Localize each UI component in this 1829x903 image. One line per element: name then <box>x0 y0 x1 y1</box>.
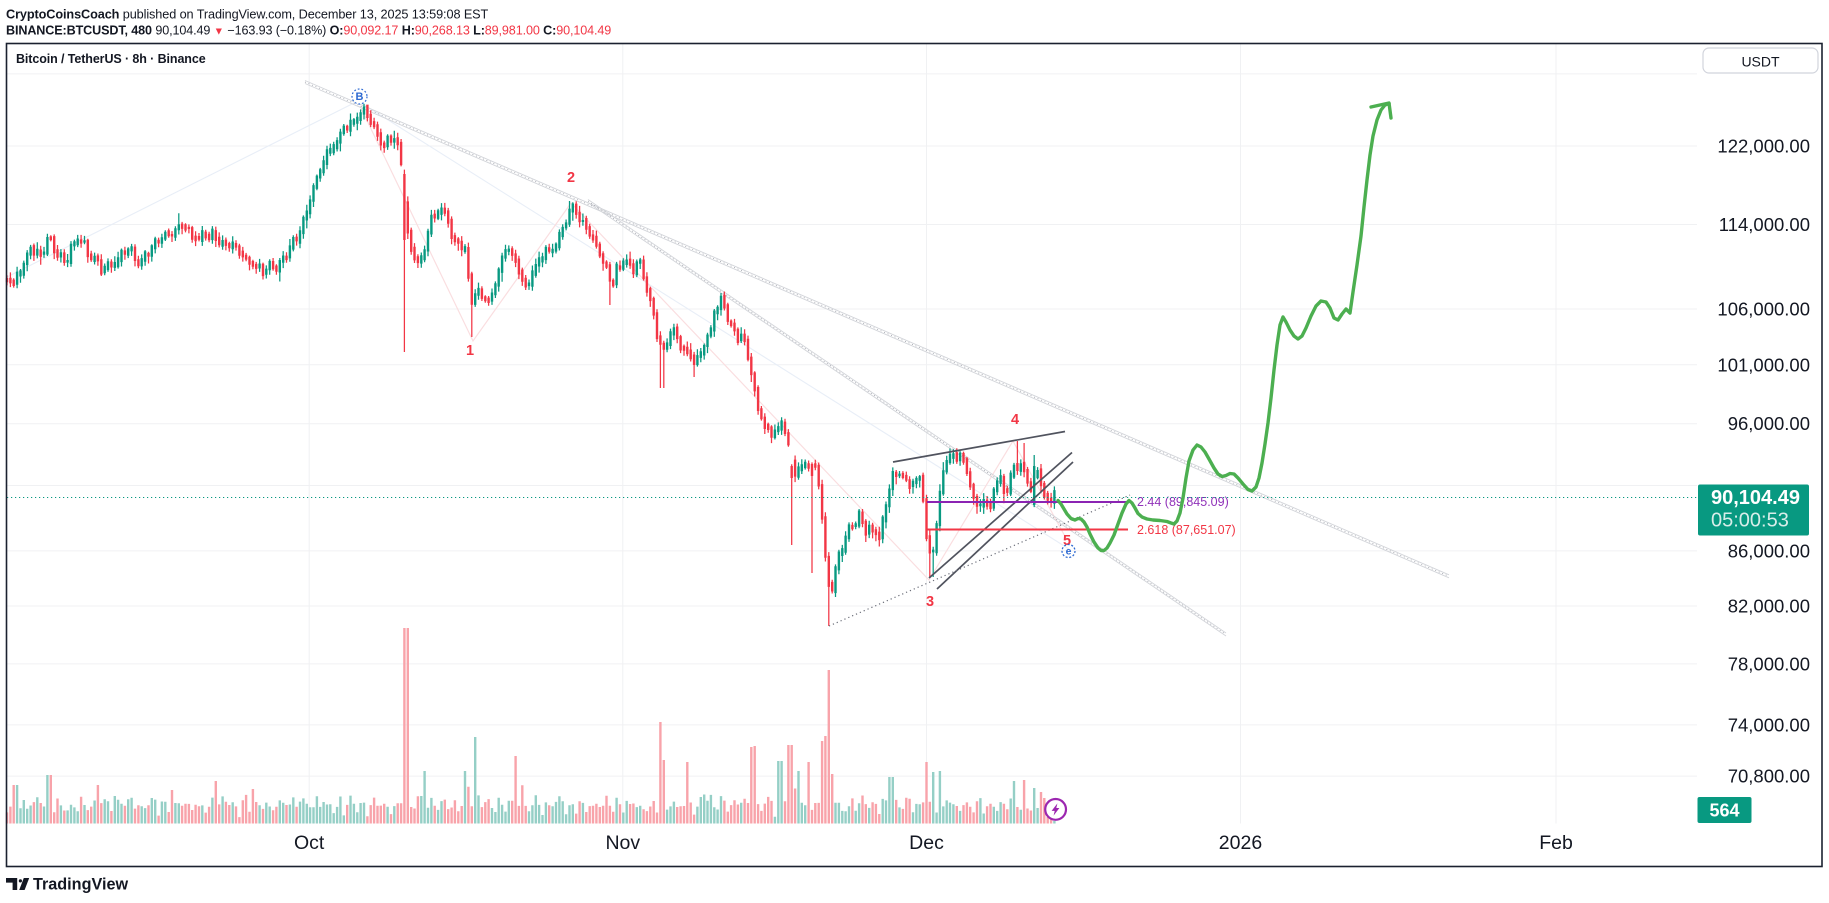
svg-text:86,000.00: 86,000.00 <box>1728 540 1810 561</box>
svg-text:90,104.49: 90,104.49 <box>1711 487 1800 509</box>
svg-text:Oct: Oct <box>294 832 325 854</box>
svg-text:106,000.00: 106,000.00 <box>1717 299 1810 320</box>
svg-text:CryptoCoinsCoach published on: CryptoCoinsCoach published on TradingVie… <box>6 8 489 22</box>
svg-text:2: 2 <box>567 170 575 186</box>
svg-text:BINANCE:BTCUSDT, 480 90,104.4: BINANCE:BTCUSDT, 480 90,104.49 ▼ −163.93… <box>6 24 611 38</box>
svg-text:5: 5 <box>1063 533 1071 549</box>
svg-text:114,000.00: 114,000.00 <box>1719 214 1810 235</box>
svg-text:74,000.00: 74,000.00 <box>1728 714 1810 735</box>
svg-text:122,000.00: 122,000.00 <box>1717 136 1810 157</box>
svg-text:Nov: Nov <box>605 832 640 854</box>
svg-text:2.618 (87,651.07): 2.618 (87,651.07) <box>1137 523 1236 537</box>
svg-text:Bitcoin / TetherUS · 8h · Bina: Bitcoin / TetherUS · 8h · Binance <box>16 52 206 66</box>
svg-text:2026: 2026 <box>1219 832 1262 854</box>
svg-text:3: 3 <box>926 594 934 610</box>
svg-text:TradingView: TradingView <box>33 876 128 894</box>
svg-text:564: 564 <box>1709 801 1739 821</box>
svg-text:1: 1 <box>466 343 474 359</box>
svg-text:USDT: USDT <box>1741 54 1780 70</box>
svg-text:05:00:53: 05:00:53 <box>1711 510 1789 532</box>
svg-text:78,000.00: 78,000.00 <box>1728 653 1810 674</box>
svg-text:e: e <box>1066 546 1072 558</box>
svg-text:B: B <box>356 91 364 103</box>
svg-text:70,800.00: 70,800.00 <box>1728 766 1810 787</box>
svg-text:Feb: Feb <box>1539 832 1573 854</box>
svg-text:Dec: Dec <box>909 832 944 854</box>
svg-text:82,000.00: 82,000.00 <box>1728 596 1810 617</box>
svg-text:96,000.00: 96,000.00 <box>1728 413 1810 434</box>
svg-text:101,000.00: 101,000.00 <box>1717 354 1810 375</box>
svg-text:4: 4 <box>1011 412 1019 428</box>
